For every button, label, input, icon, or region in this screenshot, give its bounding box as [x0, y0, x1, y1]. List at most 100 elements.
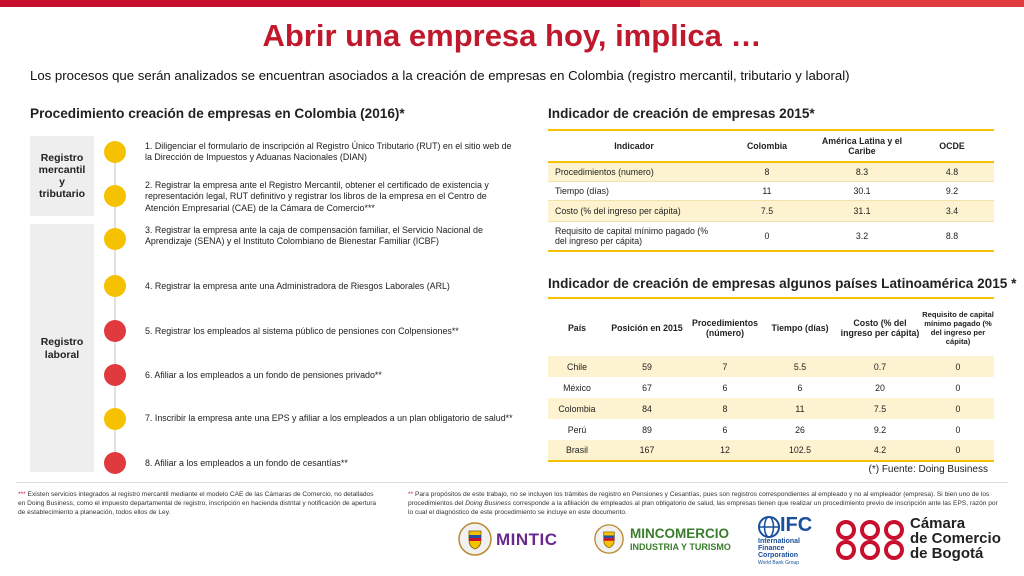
step-6-text: 6. Afiliar a los empleados a un fondo de…	[145, 370, 382, 380]
cell-value: 26	[762, 419, 838, 440]
cell-value: 12	[688, 440, 762, 462]
cell-value: 3.4	[910, 200, 994, 222]
col-costo: Costo (% del ingreso per cápita)	[840, 317, 920, 338]
cell-value: 31.1	[814, 200, 910, 222]
mincomercio-logo: MINCOMERCIO INDUSTRIA Y TURISMO	[592, 520, 748, 558]
table-row: Requisito de capital mínimo pagado (% de…	[548, 221, 994, 251]
step-2-marker	[104, 185, 126, 207]
cell-value: 67	[606, 377, 688, 398]
cell-pais: Perú	[548, 419, 606, 440]
mintic-logo-text: MINTIC	[496, 530, 558, 549]
cell-value: 11	[720, 181, 814, 201]
row-label: Procedimientos (numero)	[548, 161, 720, 182]
cell-value: 6	[688, 377, 762, 398]
cell-value: 8	[720, 161, 814, 182]
timeline-line	[114, 150, 116, 466]
globe-icon	[758, 516, 780, 538]
cell-pais: Colombia	[548, 398, 606, 419]
cell-value: 167	[606, 440, 688, 462]
cell-value: 6	[762, 377, 838, 398]
group2-line1: Registro	[40, 336, 84, 348]
row-label: Requisito de capital mínimo pagado (% de…	[548, 221, 720, 251]
footnote-left-text: Existen servicios integrados al registro…	[18, 491, 377, 516]
top-bar-dark	[0, 0, 640, 7]
ifc-logo-line2: International	[758, 538, 801, 545]
cell-value: 0	[922, 356, 994, 377]
row-label: Costo (% del ingreso per cápita)	[548, 200, 720, 222]
footnote-left: *** Existen servicios integrados al regi…	[18, 490, 380, 517]
table-row: Brasil 167 12 102.5 4.2 0	[548, 440, 994, 462]
mincomercio-logo-text: MINCOMERCIO	[630, 526, 729, 541]
cell-value: 9.2	[838, 419, 922, 440]
cell-value: 7.5	[838, 398, 922, 419]
col-colombia: Colombia	[746, 141, 788, 151]
step-4-text: 4. Registrar la empresa ante una Adminis…	[145, 281, 450, 291]
footnote-left-marker: ***	[18, 491, 26, 498]
indicator-table: Indicador Colombia América Latina y el C…	[548, 129, 994, 252]
group-registro-mercantil: Registro mercantil y tributario	[30, 136, 94, 216]
cell-value: 6	[688, 419, 762, 440]
footnote-right-text-a: Para propósitos de este trabajo, no se i…	[408, 491, 990, 507]
colombia-shield-icon	[594, 524, 624, 554]
group-registro-laboral: Registro laboral	[30, 224, 94, 472]
step-4-marker	[104, 275, 126, 297]
cell-value: 5.5	[762, 356, 838, 377]
cell-value: 8.8	[910, 221, 994, 251]
cell-value: 30.1	[814, 181, 910, 201]
step-8-marker	[104, 452, 126, 474]
table-row: Procedimientos (numero) 8 8.3 4.8	[548, 161, 994, 182]
ifc-logo-line4: Corporation	[758, 552, 799, 559]
step-3-text: 3. Registrar la empresa ante la caja de …	[145, 225, 483, 247]
ifc-logo-line3: Finance	[758, 545, 785, 552]
top-bar-light	[640, 0, 1024, 7]
col-pais: País	[567, 322, 587, 333]
ccb-logo-line1: Cámara	[910, 515, 966, 532]
col-ocde: OCDE	[939, 141, 965, 151]
footnote-right-emphasis: Doing Business	[465, 500, 512, 507]
step-1-marker	[104, 141, 126, 163]
slide-subtitle: Los procesos que serán analizados se enc…	[30, 68, 850, 83]
slide-title: Abrir una empresa hoy, implica …	[262, 18, 762, 53]
col-posicion: Posición en 2015	[611, 322, 683, 333]
col-procedimientos: Procedimientos (número)	[692, 317, 758, 338]
ifc-logo: IFC International Finance Corporation Wo…	[758, 514, 822, 570]
top-accent-bar	[0, 0, 1024, 7]
table-row: Perú 89 6 26 9.2 0	[548, 419, 994, 440]
indicator-table-header: Indicador Colombia América Latina y el C…	[548, 130, 994, 162]
cell-value: 4.2	[838, 440, 922, 462]
cell-value: 0	[922, 440, 994, 462]
cell-pais: México	[548, 377, 606, 398]
group1-line2: mercantil	[38, 164, 86, 176]
row-label: Tiempo (días)	[548, 181, 720, 201]
cell-value: 9.2	[910, 181, 994, 201]
col-indicador: Indicador	[614, 141, 654, 151]
step-2-text: 2. Registrar la empresa ante el Registro…	[145, 180, 489, 213]
cell-value: 7	[688, 356, 762, 377]
cell-value: 0	[922, 377, 994, 398]
footnote-right-marker: **	[408, 491, 414, 498]
cell-value: 7.5	[720, 200, 814, 222]
step-1-text: 1. Diligenciar el formulario de inscripc…	[145, 141, 512, 163]
footnote-right: ** Para propósitos de este trabajo, no s…	[408, 490, 1000, 517]
indicator-table-heading: Indicador de creación de empresas 2015*	[548, 106, 815, 121]
ifc-logo-line5: World Bank Group	[758, 560, 800, 566]
colombia-shield-icon	[458, 522, 492, 556]
cell-value: 0	[720, 221, 814, 251]
cell-value: 102.5	[762, 440, 838, 462]
step-8-text: 8. Afiliar a los empleados a un fondo de…	[145, 458, 348, 468]
cell-pais: Brasil	[548, 440, 606, 462]
latam-table-heading: Indicador de creación de empresas alguno…	[548, 276, 1017, 291]
cell-value: 8.3	[814, 161, 910, 182]
ccb-symbol-icon	[836, 520, 904, 560]
group1-line1: Registro	[40, 152, 84, 164]
step-3-marker	[104, 228, 126, 250]
step-7-text: 7. Inscribir la empresa ante una EPS y a…	[145, 413, 513, 423]
latam-table-header: País Posición en 2015 Procedimientos (nú…	[548, 298, 994, 356]
source-note: (*) Fuente: Doing Business	[868, 464, 988, 475]
cell-value: 4.8	[910, 161, 994, 182]
cell-value: 89	[606, 419, 688, 440]
table-row: Colombia 84 8 11 7.5 0	[548, 398, 994, 419]
cell-value: 0	[922, 419, 994, 440]
cell-value: 11	[762, 398, 838, 419]
step-7-marker	[104, 408, 126, 430]
